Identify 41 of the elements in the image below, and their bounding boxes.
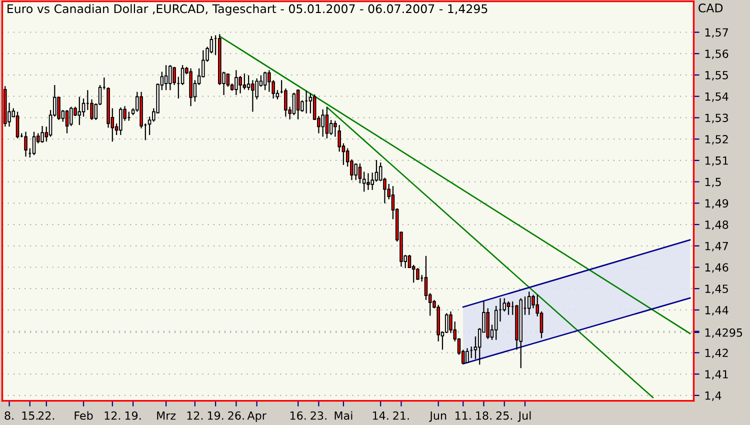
y-tick-label: 1,44 [705, 306, 728, 316]
y-tick-label: 1,52 [705, 135, 728, 145]
x-tick-label: 12. [104, 411, 120, 420]
x-tick-label: 15. [22, 412, 38, 420]
y-tick-label: 1,5 [705, 178, 721, 188]
x-tick-label: 16. [290, 411, 306, 420]
chart-title: Euro vs Canadian Dollar ,EURCAD, Tageschart - 05.01.2007 - 06.07.2007 - 1,4295 [8, 4, 488, 16]
x-tick-label: 22. [38, 411, 54, 420]
x-tick-label: 12. [187, 411, 203, 420]
x-tick-label: 18. [476, 411, 492, 420]
x-tick-label: 19. [208, 411, 224, 420]
y-tick-label: 1,46 [705, 263, 728, 273]
x-tick-label: Mai [334, 411, 352, 420]
x-tick-label: 25. [496, 411, 512, 420]
y-tick-label: 1,4295 [705, 328, 742, 338]
x-tick-label: Mrz [157, 412, 176, 420]
y-tick-label: 1,45 [705, 284, 728, 294]
y-tick-label: 1,41 [705, 370, 728, 380]
y-tick-label: 1,51 [705, 156, 728, 166]
y-axis-title: CAD [698, 3, 723, 12]
x-tick-label: 14. [372, 412, 388, 420]
x-tick-label: Jul [518, 411, 531, 422]
x-tick-label: Apr [247, 412, 266, 422]
y-tick-label: 1,56 [705, 50, 728, 60]
y-tick-label: 1,48 [705, 220, 728, 230]
y-tick-label: 1,53 [705, 114, 728, 124]
y-tick-label: 1,55 [705, 71, 728, 80]
y-tick-label: 1,4 [705, 392, 722, 401]
y-tick-label: 1,47 [705, 242, 728, 252]
x-tick-label: 23. [310, 411, 326, 420]
x-tick-label: 11. [456, 412, 471, 420]
x-tick-label: Jun [429, 412, 446, 422]
y-tick-label: 1,42 [705, 348, 728, 358]
y-tick-label: 1,54 [705, 92, 728, 102]
x-tick-label: Feb [74, 411, 93, 420]
x-tick-label: 8. [4, 411, 14, 420]
x-tick-label: 19. [125, 411, 141, 420]
x-tick-label: 21. [393, 411, 409, 420]
x-tick-label: 26. [228, 411, 244, 420]
y-tick-label: 1,57 [705, 28, 728, 38]
y-tick-label: 1,49 [705, 199, 728, 209]
